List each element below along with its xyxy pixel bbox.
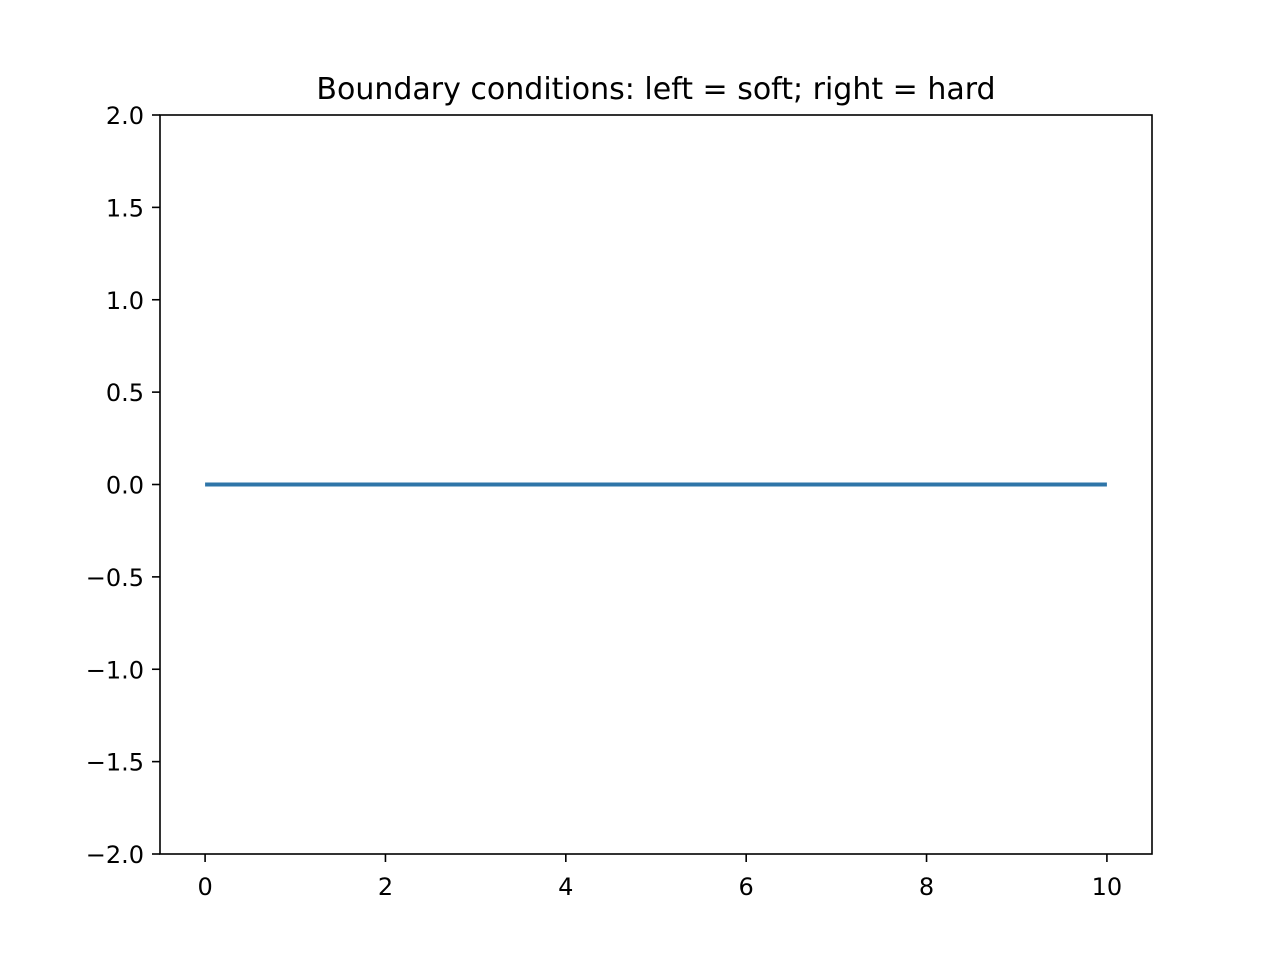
- y-tick-label: −1.0: [86, 656, 144, 684]
- y-tick-label: 1.0: [106, 287, 144, 315]
- x-tick-label: 8: [919, 873, 934, 901]
- y-tick-label: −2.0: [86, 841, 144, 869]
- x-tick-label: 0: [197, 873, 212, 901]
- y-tick-label: 1.5: [106, 194, 144, 222]
- ticks-layer: 0 2 4 6 8 10 2.0 1.5 1.0 0.5 0.0 −0.5 −1.0 −1.5 −2.0: [86, 102, 1122, 901]
- x-tick-label: 6: [739, 873, 754, 901]
- chart-title: Boundary conditions: left = soft; right …: [316, 72, 995, 107]
- y-tick-label: 0.0: [106, 472, 144, 500]
- y-tick-label: 0.5: [106, 379, 144, 407]
- y-tick-label: 2.0: [106, 102, 144, 130]
- y-tick-label: −0.5: [86, 564, 144, 592]
- x-tick-label: 10: [1092, 873, 1123, 901]
- x-tick-label: 2: [378, 873, 393, 901]
- y-tick-label: −1.5: [86, 749, 144, 777]
- x-tick-label: 4: [558, 873, 573, 901]
- plot-frame: [159, 114, 1153, 855]
